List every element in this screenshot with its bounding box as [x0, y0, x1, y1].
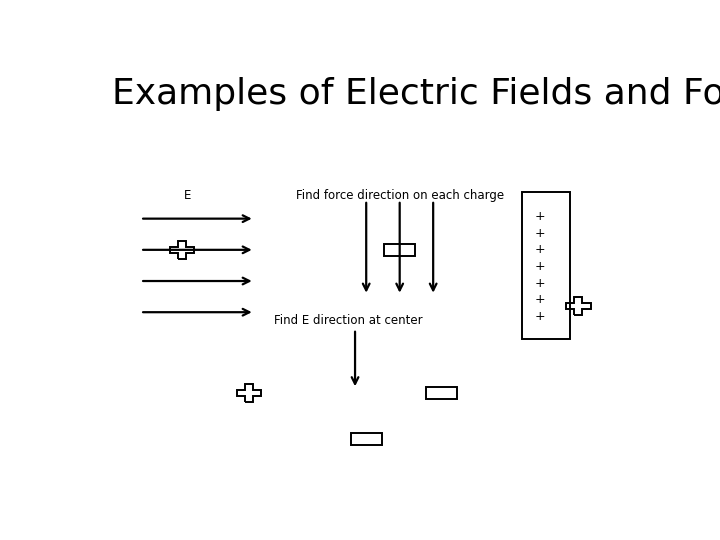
Text: +: +: [535, 276, 546, 289]
Text: +: +: [535, 210, 546, 223]
Text: +: +: [535, 310, 546, 323]
Text: Find E direction at center: Find E direction at center: [274, 314, 423, 327]
Text: E: E: [184, 190, 192, 202]
Text: Find force direction on each charge: Find force direction on each charge: [297, 190, 505, 202]
Text: +: +: [535, 244, 546, 256]
Text: +: +: [535, 227, 546, 240]
Text: +: +: [535, 260, 546, 273]
Text: Examples of Electric Fields and Forces: Examples of Electric Fields and Forces: [112, 77, 720, 111]
Text: +: +: [535, 293, 546, 306]
